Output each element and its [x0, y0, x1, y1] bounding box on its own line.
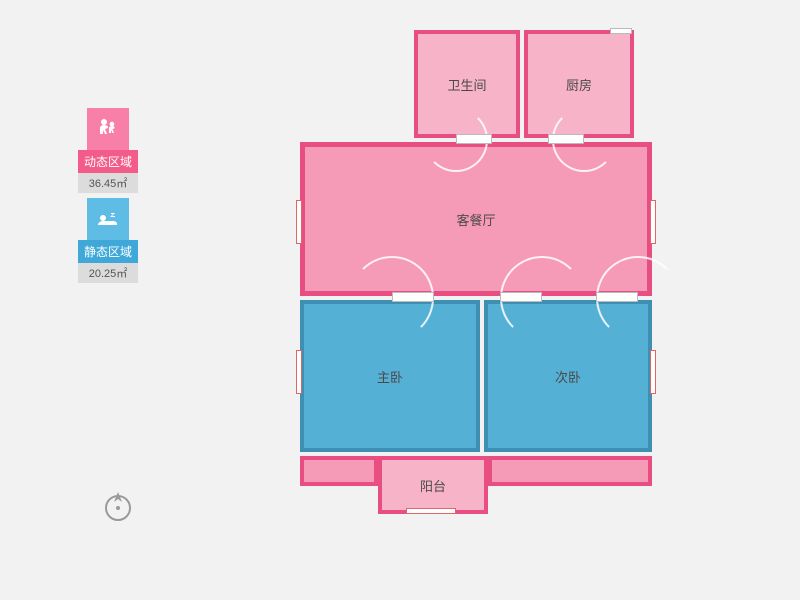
room-lower_strip — [488, 456, 652, 486]
legend-dynamic-label: 动态区域 — [78, 150, 138, 173]
window — [650, 200, 656, 244]
door — [500, 292, 542, 302]
door — [548, 134, 584, 144]
legend-static-value: 20.25㎡ — [78, 263, 138, 283]
window — [406, 508, 456, 514]
room-balcony: 阳台 — [378, 456, 488, 514]
window — [650, 350, 656, 394]
legend-static: 静态区域 20.25㎡ — [78, 198, 138, 283]
legend-dynamic-value: 36.45㎡ — [78, 173, 138, 193]
people-icon — [87, 108, 129, 150]
legend-static-label: 静态区域 — [78, 240, 138, 263]
door — [392, 292, 434, 302]
legend-dynamic: 动态区域 36.45㎡ — [78, 108, 138, 193]
door — [596, 292, 638, 302]
compass-icon — [100, 488, 136, 529]
sleep-icon — [87, 198, 129, 240]
room-left_strip — [300, 456, 378, 486]
window — [296, 350, 302, 394]
door — [610, 28, 632, 34]
door — [456, 134, 492, 144]
window — [296, 200, 302, 244]
